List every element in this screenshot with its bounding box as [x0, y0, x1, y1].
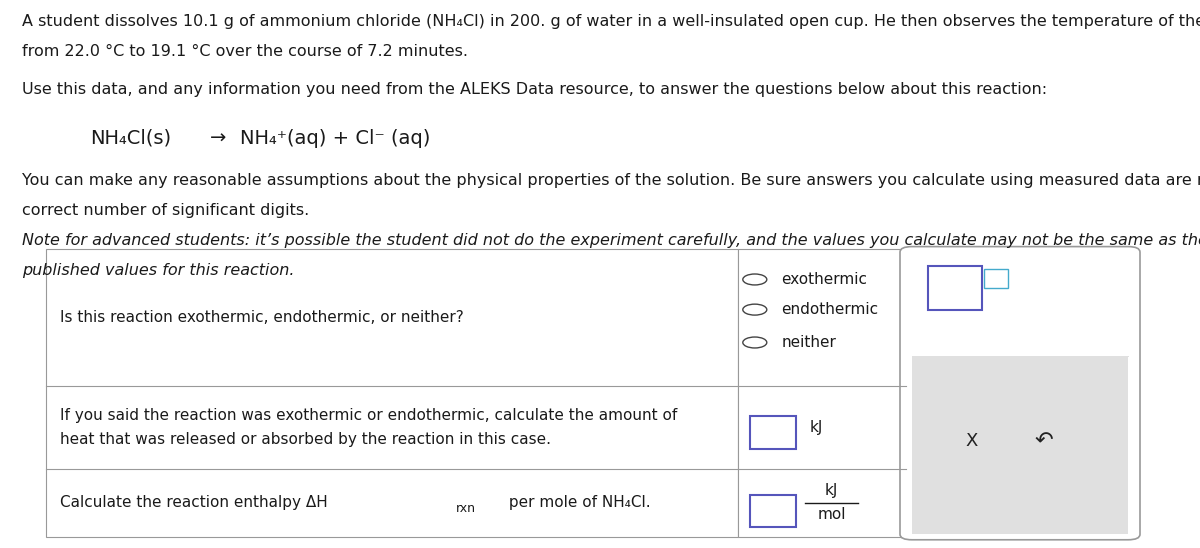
FancyBboxPatch shape: [46, 249, 738, 537]
Text: If you said the reaction was exothermic or endothermic, calculate the amount of: If you said the reaction was exothermic …: [60, 408, 677, 423]
Text: per mole of NH₄Cl.: per mole of NH₄Cl.: [504, 495, 650, 510]
FancyBboxPatch shape: [928, 266, 982, 310]
FancyBboxPatch shape: [750, 494, 796, 527]
Text: mol: mol: [817, 507, 846, 522]
Text: correct number of significant digits.: correct number of significant digits.: [22, 203, 308, 218]
FancyBboxPatch shape: [738, 249, 906, 537]
Text: X: X: [966, 432, 978, 450]
Text: A student dissolves 10.1 g of ammonium chloride (NH₄Cl) in 200. g of water in a : A student dissolves 10.1 g of ammonium c…: [22, 14, 1200, 28]
Text: Use this data, and any information you need from the ALEKS Data resource, to ans: Use this data, and any information you n…: [22, 82, 1046, 97]
Text: You can make any reasonable assumptions about the physical properties of the sol: You can make any reasonable assumptions …: [22, 173, 1200, 187]
FancyBboxPatch shape: [984, 269, 1008, 288]
Text: heat that was released or absorbed by the reaction in this case.: heat that was released or absorbed by th…: [60, 432, 551, 447]
Text: neither: neither: [781, 335, 836, 350]
Text: kJ: kJ: [824, 483, 839, 498]
Text: rxn: rxn: [456, 502, 476, 515]
Text: kJ: kJ: [810, 420, 823, 435]
Text: endothermic: endothermic: [781, 302, 878, 317]
Text: NH₄Cl(s): NH₄Cl(s): [90, 129, 172, 148]
FancyBboxPatch shape: [750, 416, 796, 449]
Text: Is this reaction exothermic, endothermic, or neither?: Is this reaction exothermic, endothermic…: [60, 310, 463, 326]
Text: from 22.0 °C to 19.1 °C over the course of 7.2 minutes.: from 22.0 °C to 19.1 °C over the course …: [22, 44, 468, 59]
Text: published values for this reaction.: published values for this reaction.: [22, 263, 294, 278]
Text: →: →: [210, 129, 227, 148]
FancyBboxPatch shape: [912, 356, 1128, 534]
Text: Note for advanced students: it’s possible the student did not do the experiment : Note for advanced students: it’s possibl…: [22, 233, 1200, 248]
Text: ↶: ↶: [1034, 431, 1054, 451]
Text: Calculate the reaction enthalpy ΔH: Calculate the reaction enthalpy ΔH: [60, 495, 328, 510]
Text: x10: x10: [989, 278, 1003, 287]
FancyBboxPatch shape: [900, 247, 1140, 540]
Text: NH₄⁺(aq) + Cl⁻ (aq): NH₄⁺(aq) + Cl⁻ (aq): [240, 129, 431, 148]
FancyBboxPatch shape: [906, 249, 1134, 537]
Text: exothermic: exothermic: [781, 272, 868, 287]
